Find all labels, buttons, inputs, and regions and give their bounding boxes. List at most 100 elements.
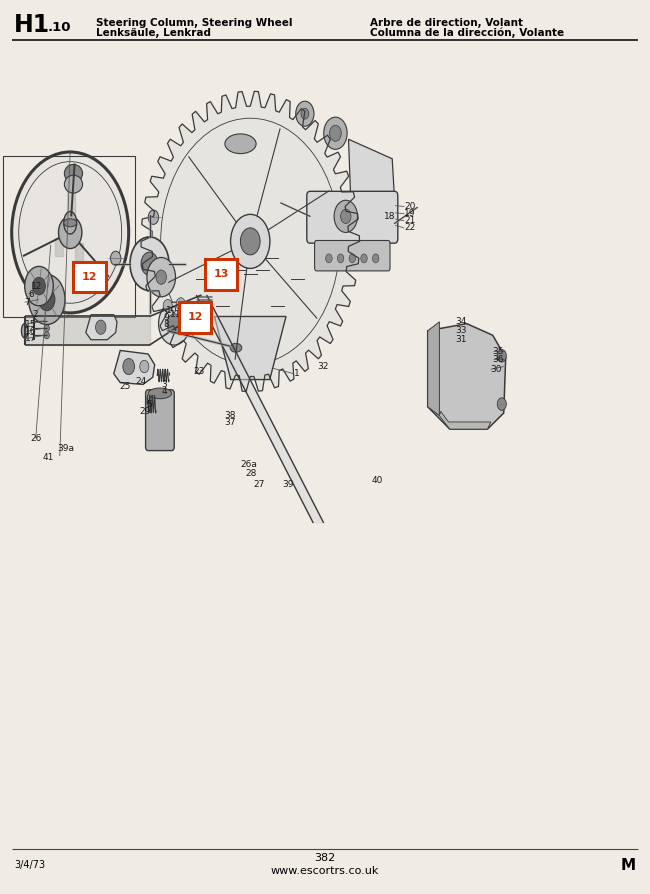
- Text: 6: 6: [29, 290, 34, 299]
- Text: 3: 3: [161, 380, 167, 389]
- Text: 4: 4: [161, 387, 167, 396]
- Polygon shape: [141, 91, 359, 392]
- Text: 22: 22: [404, 224, 415, 232]
- Circle shape: [25, 266, 53, 306]
- Text: 12: 12: [82, 272, 98, 283]
- Text: 27: 27: [254, 480, 265, 489]
- Circle shape: [349, 254, 356, 263]
- Text: 36: 36: [493, 355, 504, 364]
- Text: 31: 31: [455, 335, 467, 344]
- Polygon shape: [12, 152, 129, 313]
- Text: 38: 38: [224, 411, 236, 420]
- Ellipse shape: [64, 212, 77, 234]
- Text: 16: 16: [25, 327, 36, 336]
- Text: 29: 29: [140, 407, 151, 416]
- Text: 23: 23: [194, 367, 205, 375]
- FancyBboxPatch shape: [73, 262, 106, 292]
- Polygon shape: [428, 322, 439, 416]
- Text: .10: .10: [47, 21, 71, 34]
- Text: 15: 15: [25, 320, 36, 329]
- Text: M: M: [621, 858, 636, 873]
- Text: 10: 10: [166, 306, 177, 315]
- Circle shape: [156, 270, 166, 284]
- Ellipse shape: [21, 324, 28, 338]
- Text: 30: 30: [491, 365, 502, 374]
- Text: 26a: 26a: [240, 460, 257, 469]
- Circle shape: [296, 101, 314, 126]
- Circle shape: [141, 252, 158, 275]
- Text: 24: 24: [135, 377, 146, 386]
- Circle shape: [44, 325, 49, 332]
- Polygon shape: [214, 316, 286, 380]
- Polygon shape: [25, 316, 150, 345]
- Circle shape: [372, 254, 379, 263]
- Circle shape: [497, 398, 506, 410]
- Ellipse shape: [148, 388, 172, 399]
- Text: 34: 34: [455, 317, 466, 326]
- Text: 8: 8: [164, 320, 170, 329]
- Text: 2: 2: [32, 310, 38, 319]
- Circle shape: [159, 302, 190, 345]
- Ellipse shape: [230, 343, 242, 352]
- Text: 5: 5: [146, 400, 152, 409]
- Circle shape: [140, 360, 149, 373]
- Text: 382: 382: [315, 853, 335, 864]
- Circle shape: [326, 254, 332, 263]
- Circle shape: [337, 254, 344, 263]
- Circle shape: [341, 209, 351, 224]
- Circle shape: [123, 358, 135, 375]
- Polygon shape: [348, 139, 395, 219]
- Text: 39: 39: [283, 480, 294, 489]
- Circle shape: [148, 210, 159, 224]
- Text: 19: 19: [404, 209, 416, 218]
- Circle shape: [176, 298, 185, 310]
- Text: 28: 28: [246, 469, 257, 478]
- Circle shape: [361, 254, 367, 263]
- Circle shape: [301, 108, 309, 119]
- Text: H1: H1: [14, 13, 51, 37]
- Text: 33: 33: [455, 326, 467, 335]
- Text: 12: 12: [31, 282, 43, 291]
- Text: 37: 37: [224, 418, 236, 427]
- Circle shape: [231, 215, 270, 268]
- Text: 13: 13: [213, 269, 229, 280]
- Text: 40: 40: [372, 477, 383, 485]
- Ellipse shape: [225, 134, 256, 154]
- FancyBboxPatch shape: [205, 259, 237, 290]
- Circle shape: [147, 257, 176, 297]
- Circle shape: [111, 251, 121, 266]
- Text: 21: 21: [404, 216, 416, 225]
- Text: 32: 32: [317, 362, 328, 371]
- Text: 3/4/73: 3/4/73: [14, 860, 46, 871]
- Text: 11: 11: [170, 310, 182, 319]
- Text: 12: 12: [187, 312, 203, 323]
- Text: 9: 9: [164, 313, 170, 322]
- Circle shape: [324, 117, 347, 149]
- Text: 35: 35: [493, 347, 504, 356]
- Ellipse shape: [64, 219, 77, 227]
- Circle shape: [130, 237, 169, 291]
- Text: 17: 17: [25, 334, 36, 343]
- Text: 7: 7: [25, 298, 31, 307]
- Ellipse shape: [64, 164, 83, 182]
- Polygon shape: [439, 411, 491, 429]
- Text: Arbre de direction, Volant: Arbre de direction, Volant: [370, 18, 523, 29]
- Text: 39a: 39a: [57, 444, 74, 453]
- Circle shape: [32, 277, 46, 295]
- Polygon shape: [196, 295, 324, 523]
- FancyBboxPatch shape: [146, 390, 174, 451]
- Circle shape: [96, 320, 106, 334]
- Text: 25: 25: [119, 382, 130, 391]
- Circle shape: [163, 299, 172, 312]
- FancyBboxPatch shape: [315, 240, 390, 271]
- Circle shape: [497, 350, 506, 362]
- FancyBboxPatch shape: [179, 302, 211, 333]
- Circle shape: [330, 125, 341, 141]
- Circle shape: [58, 216, 82, 249]
- Ellipse shape: [64, 175, 83, 193]
- Text: Lenksäule, Lenkrad: Lenksäule, Lenkrad: [96, 28, 211, 38]
- Circle shape: [44, 317, 49, 325]
- Circle shape: [167, 314, 181, 333]
- Circle shape: [334, 200, 358, 232]
- Text: 26: 26: [30, 434, 42, 443]
